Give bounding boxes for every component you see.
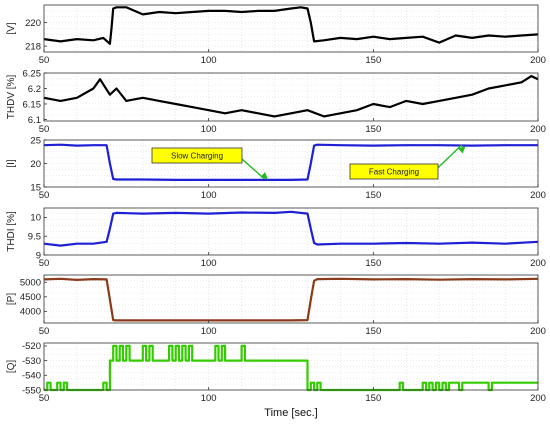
annotation-arrowhead	[457, 146, 466, 154]
x-tick-label: 150	[365, 190, 381, 201]
y-tick-label: 218	[25, 41, 41, 52]
x-tick-label: 100	[201, 55, 217, 66]
y-tick-label: 4000	[20, 307, 41, 318]
x-tick-label: 100	[201, 326, 217, 337]
y-tick-label: 25	[30, 135, 41, 146]
x-tick-label: 50	[39, 124, 50, 135]
y-axis-label: [P]	[6, 293, 17, 305]
y-tick-label: 10	[30, 213, 41, 224]
panel-3: 9 9.5 10 50 100 150 200 THDI [%]	[6, 207, 546, 269]
y-tick-label: 220	[25, 18, 41, 29]
series-line-2-0	[43, 143, 538, 181]
panel-5: -550 -540 -530 -520 50 100 150 200 [Q] Time [sec.…	[6, 341, 546, 419]
y-tick-label: -550	[22, 385, 41, 396]
x-tick-label: 200	[530, 55, 546, 66]
annotation-label: Slow Charging	[171, 152, 223, 161]
x-tick-label: 200	[530, 393, 546, 404]
x-tick-label: 200	[530, 326, 546, 337]
x-tick-label: 150	[365, 393, 381, 404]
series-line-3-0	[43, 210, 539, 247]
axes-box	[43, 274, 539, 324]
axes-box	[43, 207, 539, 256]
y-tick-label: 5000	[20, 278, 41, 289]
y-axis-label: THDV [%]	[6, 75, 17, 120]
x-tick-label: 200	[530, 190, 546, 201]
x-tick-label: 50	[39, 55, 50, 66]
annotation-label: Fast Charging	[369, 168, 419, 177]
y-axis-label: THDI [%]	[6, 211, 17, 252]
series-line-0-0	[43, 6, 539, 45]
x-tick-label: 50	[39, 258, 50, 269]
series-line-1-0	[43, 74, 539, 118]
x-tick-label: 100	[201, 190, 217, 201]
x-tick-label: 100	[201, 393, 217, 404]
x-tick-label: 150	[365, 55, 381, 66]
y-tick-label: -540	[22, 371, 41, 382]
y-axis-label: [V]	[6, 22, 17, 34]
x-tick-label: 100	[201, 258, 217, 269]
y-tick-label: 6.2	[28, 84, 41, 95]
x-tick-label: 100	[201, 124, 217, 135]
x-tick-label: 150	[365, 124, 381, 135]
annotation-arrowhead	[260, 172, 268, 180]
y-axis-label: [I]	[6, 159, 17, 168]
panel-4: 4000 4500 5000 50 100 150 200 [P]	[6, 274, 546, 337]
panel-2: 15 20 25 50 100 150 200 [I] Slow Charging Fast Ch…	[6, 135, 546, 201]
axes-box	[43, 4, 539, 53]
y-tick-label: 6.1	[28, 115, 41, 126]
x-tick-label: 50	[39, 326, 50, 337]
annotation-box	[151, 147, 243, 164]
x-tick-label: 50	[39, 190, 50, 201]
x-tick-label: 200	[530, 258, 546, 269]
series-line-4-0	[43, 277, 539, 322]
y-tick-label: 15	[30, 182, 41, 193]
panel-1: 6.1 6.15 6.2 6.25 50 100 150 200 THDV [%]	[6, 68, 546, 135]
y-tick-label: 4500	[20, 292, 41, 303]
axes-box	[43, 72, 539, 122]
x-tick-label: 50	[39, 393, 50, 404]
x-tick-label: 150	[365, 258, 381, 269]
y-tick-label: 9	[36, 250, 41, 261]
annotation-box	[349, 163, 439, 180]
y-tick-label: -520	[22, 341, 41, 352]
x-tick-label: 150	[365, 326, 381, 337]
x-tick-label: 200	[530, 124, 546, 135]
y-tick-label: 6.15	[23, 99, 42, 110]
panel-0: 218 220 50 100 150 200 [V]	[6, 4, 546, 66]
x-axis-label: Time [sec.]	[264, 407, 317, 419]
y-tick-label: 6.25	[23, 68, 42, 79]
axes-box	[43, 342, 539, 391]
y-tick-label: 20	[30, 159, 41, 170]
y-tick-label: 9.5	[28, 232, 41, 243]
y-axis-label: [Q]	[6, 360, 17, 374]
annotation-arrow	[433, 144, 463, 173]
y-tick-label: -530	[22, 356, 41, 367]
